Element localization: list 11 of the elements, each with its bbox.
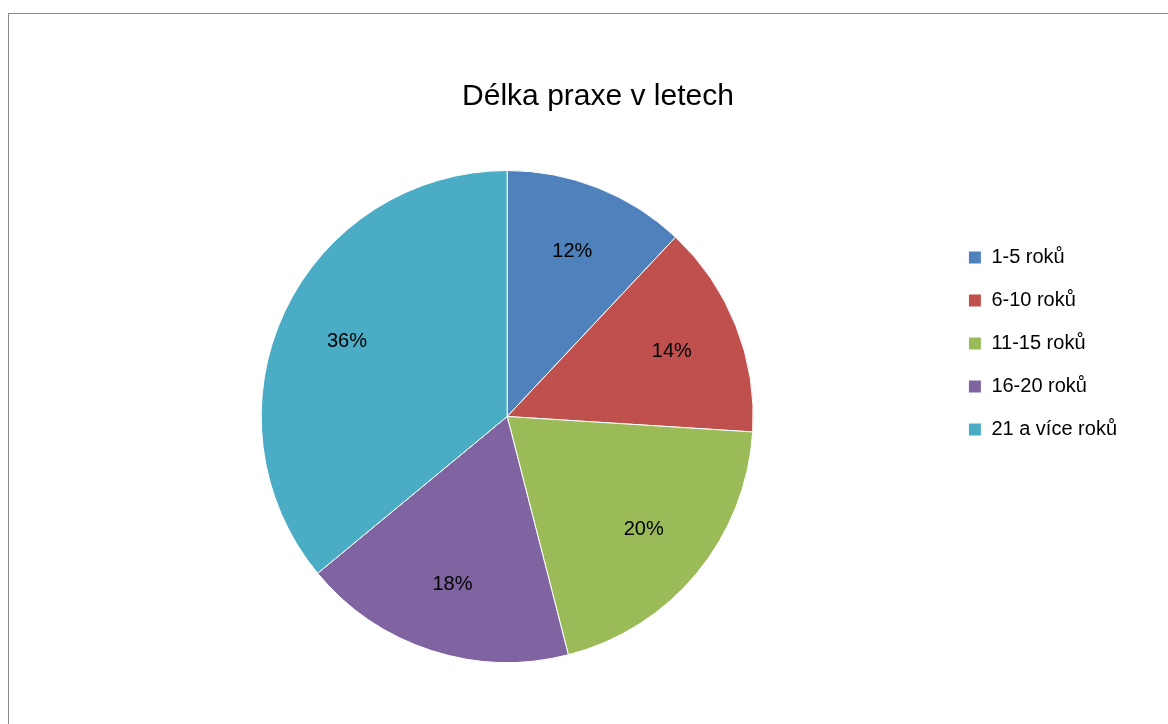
data-label: 18%	[432, 572, 473, 595]
legend-label: 1-5 roků	[991, 245, 1065, 268]
chart-title: Délka praxe v letech	[462, 78, 734, 112]
data-label: 14%	[651, 338, 693, 361]
data-label: 20%	[623, 516, 664, 539]
legend-label: 16-20 roků	[991, 374, 1087, 397]
legend-label: 11-15 roků	[991, 331, 1086, 354]
data-label: 36%	[326, 328, 368, 351]
legend-label: 6-10 roků	[991, 288, 1076, 311]
legend-label: 21 a více roků	[991, 417, 1117, 440]
data-label: 12%	[552, 239, 593, 262]
